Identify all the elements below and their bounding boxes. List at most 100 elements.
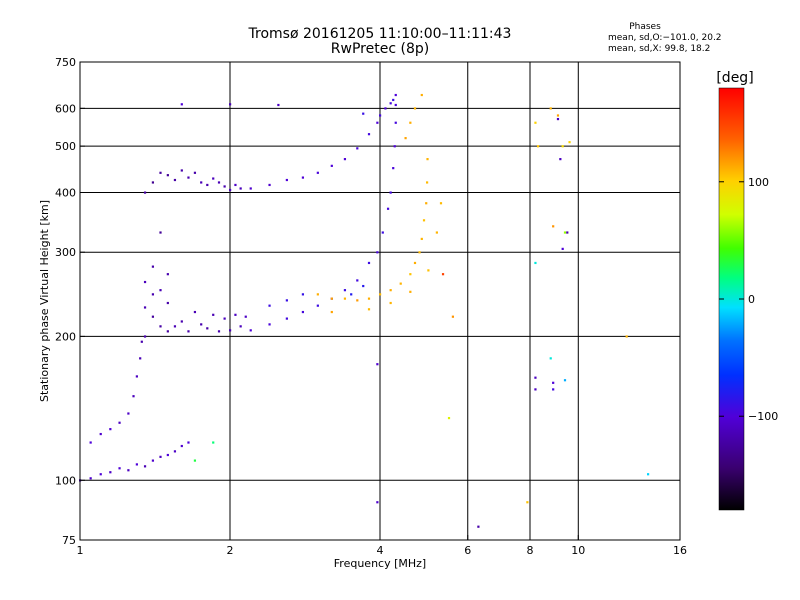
data-point-scattered xyxy=(477,525,480,528)
data-point-o xyxy=(99,432,102,436)
data-point-o xyxy=(239,325,242,328)
data-point-o xyxy=(173,450,177,453)
data-point-o xyxy=(229,329,232,332)
data-point-x xyxy=(420,93,423,97)
data-point-o xyxy=(180,169,183,172)
y-tick-label: 75 xyxy=(62,534,76,547)
data-point-o xyxy=(173,178,177,182)
data-point-o xyxy=(187,176,190,179)
data-point-x xyxy=(379,293,382,296)
chart-title: Tromsø 20161205 11:10:00–11:11:43 xyxy=(248,26,512,42)
data-point-scattered xyxy=(559,158,562,161)
data-point-x xyxy=(552,225,555,228)
data-point-o xyxy=(367,133,371,136)
data-point-o xyxy=(206,327,209,330)
x-tick-label: 10 xyxy=(571,544,585,557)
data-point-o xyxy=(301,293,305,296)
data-point-o xyxy=(206,183,209,187)
data-point-o xyxy=(193,171,197,174)
data-point-o xyxy=(376,121,379,124)
data-point-scattered xyxy=(561,247,564,250)
data-point-o xyxy=(140,340,143,343)
data-point-o xyxy=(249,187,252,190)
data-point-scattered xyxy=(534,261,537,265)
data-point-x xyxy=(367,297,371,300)
data-point-o xyxy=(118,467,121,470)
data-point-o xyxy=(143,280,147,284)
data-point-o xyxy=(127,412,130,415)
data-point-scattered xyxy=(376,363,379,366)
data-point-x xyxy=(441,273,445,276)
data-point-x xyxy=(330,310,333,314)
data-point-o xyxy=(173,325,177,328)
data-point-x xyxy=(425,181,429,184)
data-point-scattered xyxy=(566,231,569,234)
data-point-o xyxy=(316,304,319,307)
data-point-scattered xyxy=(212,441,215,444)
data-point-x xyxy=(439,202,443,205)
data-point-o xyxy=(143,465,147,468)
data-point-x xyxy=(316,293,319,296)
data-point-o xyxy=(394,93,397,97)
x-tick-label: 8 xyxy=(527,544,534,557)
data-point-o xyxy=(217,330,221,333)
phase-stats-x-mode: mean, sd,X: 99.8, 18.2 xyxy=(608,44,711,54)
data-point-scattered xyxy=(534,388,537,391)
data-point-o xyxy=(166,330,169,333)
colorbar-tick-label: 100 xyxy=(748,176,769,189)
data-point-o xyxy=(109,428,112,431)
data-point-o xyxy=(187,330,190,333)
data-point-o xyxy=(159,455,162,458)
colorbar-tick-label: 0 xyxy=(748,293,755,306)
data-point-o xyxy=(200,181,203,184)
data-point-o xyxy=(356,279,359,282)
data-point-o xyxy=(143,335,147,338)
data-point-x xyxy=(534,121,537,124)
data-point-scattered xyxy=(563,379,567,382)
data-point-o xyxy=(350,293,353,296)
x-tick-label: 4 xyxy=(377,544,384,557)
data-point-o xyxy=(118,421,121,424)
data-point-x xyxy=(389,301,392,305)
data-point-o xyxy=(229,188,232,192)
data-point-o xyxy=(384,107,387,110)
data-point-o xyxy=(151,181,155,184)
data-point-x xyxy=(409,273,412,276)
data-point-o xyxy=(394,103,397,107)
data-point-o xyxy=(89,441,92,444)
y-tick-label: 200 xyxy=(55,330,76,343)
data-point-o xyxy=(392,98,395,102)
data-point-x xyxy=(399,282,402,285)
data-point-o xyxy=(356,147,359,150)
data-point-o xyxy=(151,459,155,462)
data-point-x xyxy=(561,145,564,148)
x-tick-label: 2 xyxy=(227,544,234,557)
data-point-x xyxy=(409,121,412,124)
data-point-o xyxy=(166,301,169,305)
data-point-o xyxy=(200,323,203,326)
data-point-o xyxy=(343,158,347,161)
data-point-o xyxy=(99,473,102,476)
data-point-o xyxy=(151,293,155,296)
y-tick-label: 300 xyxy=(55,246,76,259)
data-point-o xyxy=(193,310,197,314)
data-point-o xyxy=(143,191,147,194)
data-point-o xyxy=(89,477,92,480)
data-point-o xyxy=(135,463,138,466)
data-point-x xyxy=(427,269,430,272)
data-point-o xyxy=(127,469,130,472)
y-axis-ticks: 75 100 200 300 400 500 600 750 xyxy=(55,56,85,547)
data-point-x xyxy=(536,145,540,148)
data-point-scattered xyxy=(556,117,560,121)
y-tick-label: 400 xyxy=(55,186,76,199)
data-point-o xyxy=(166,174,169,177)
data-point-x xyxy=(625,335,628,338)
data-point-o xyxy=(166,453,169,457)
data-point-o xyxy=(394,121,397,124)
data-point-o xyxy=(151,265,155,268)
data-point-scattered xyxy=(376,501,379,504)
data-point-scattered xyxy=(229,103,232,106)
data-point-x xyxy=(343,297,347,300)
data-point-o xyxy=(379,114,382,117)
data-point-o xyxy=(159,171,162,174)
